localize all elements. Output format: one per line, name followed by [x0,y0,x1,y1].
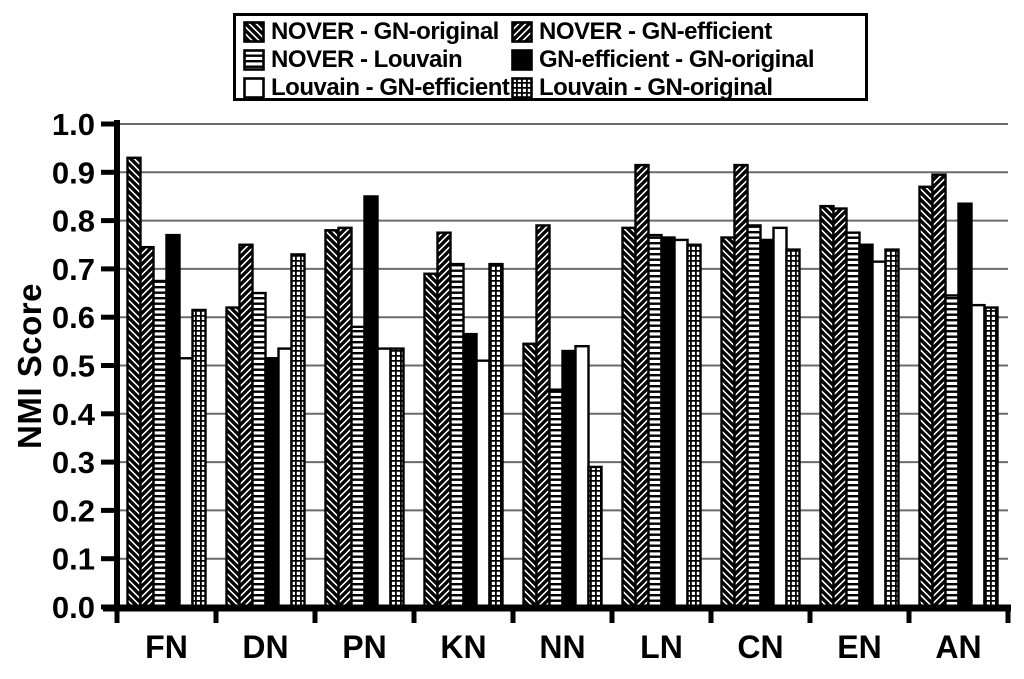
bar-FN-s4 [178,357,194,609]
bar-EN-s0 [819,204,835,609]
legend-item: NOVER - Louvain [243,46,511,74]
bar-PN-s4 [376,347,392,609]
y-tick-label: 0.1 [52,542,95,577]
bar-CN-s0 [720,236,736,609]
y-tick-label: 0.3 [52,445,95,480]
y-axis-title: NMI Score [11,283,48,449]
bar-PN-s0 [324,229,340,609]
bar-NN-s2 [548,388,564,609]
x-category-label: CN [737,629,783,665]
y-tick-label: 0.4 [52,397,96,432]
legend-label: Louvain - GN-efficient [271,74,510,101]
legend-item: NOVER - GN-original [243,18,511,46]
bar-AN-s5 [983,306,999,609]
x-category-label: KN [440,629,486,665]
bar-CN-s1 [733,163,749,609]
y-tick-label: 0.8 [52,204,95,239]
bar-NN-s3 [561,349,577,609]
bar-FN-s1 [139,245,155,609]
bar-CN-s2 [746,224,762,609]
bar-KN-s4 [475,359,491,609]
bar-LN-s0 [621,226,637,609]
legend-label: Louvain - GN-original [539,74,773,101]
legend-label: GN-efficient - GN-original [539,46,815,73]
bar-DN-s2 [251,291,267,609]
bar-FN-s2 [152,279,168,609]
bar-EN-s3 [858,243,874,609]
bar-LN-s3 [660,236,676,609]
bar-KN-s0 [423,272,439,609]
legend-swatch-slash-hatch [511,21,533,43]
bar-DN-s5 [290,253,306,609]
bar-DN-s1 [238,243,254,609]
bar-EN-s4 [871,260,887,609]
x-category-label: EN [837,629,881,665]
y-tick-label: 0.9 [52,155,95,190]
bar-NN-s0 [522,342,538,609]
x-category-label: PN [342,629,386,665]
y-tick-label: 0.0 [52,590,95,625]
legend-swatch-backslash-hatch [243,21,265,43]
y-tick-label: 0.5 [52,349,95,384]
bar-KN-s3 [462,332,478,609]
bar-LN-s2 [647,233,663,609]
bar-NN-s4 [574,344,590,609]
legend-item: NOVER - GN-efficient [511,18,861,46]
bar-LN-s4 [673,238,689,609]
bar-AN-s0 [918,185,934,609]
bar-DN-s4 [277,347,293,609]
bar-FN-s0 [126,156,142,609]
bar-DN-s0 [225,306,241,609]
bar-AN-s1 [931,173,947,609]
legend-label: NOVER - Louvain [271,46,463,73]
bar-FN-s5 [191,308,207,609]
legend-label: NOVER - GN-original [271,18,499,45]
bar-KN-s2 [449,262,465,609]
y-tick-label: 1.0 [52,107,95,142]
legend-item: GN-efficient - GN-original [511,46,861,74]
bar-LN-s1 [634,163,650,609]
legend-swatch-solid-black [511,49,533,71]
bar-EN-s2 [845,231,861,609]
bar-PN-s3 [363,195,379,609]
bar-CN-s4 [772,226,788,609]
x-category-label: LN [640,629,683,665]
legend-swatch-white [243,77,265,99]
bar-LN-s5 [686,243,702,609]
bar-AN-s3 [957,202,973,609]
legend-label: NOVER - GN-efficient [539,18,772,45]
bar-NN-s1 [535,224,551,609]
y-tick-label: 0.6 [52,300,95,335]
x-category-label: AN [935,629,981,665]
legend-item: Louvain - GN-original [511,74,861,102]
bar-KN-s5 [488,262,504,609]
legend-swatch-horizontal-lines [243,49,265,71]
legend-swatch-grid-check [511,77,533,99]
legend-item: Louvain - GN-efficient [243,74,511,102]
bar-EN-s5 [884,248,900,609]
x-category-label: NN [539,629,585,665]
bar-PN-s1 [337,226,353,609]
bar-CN-s5 [785,248,801,609]
x-category-label: FN [145,629,188,665]
bar-FN-s3 [165,233,181,609]
bar-AN-s4 [970,303,986,609]
bar-PN-s2 [350,325,366,609]
legend-box: NOVER - GN-original NOVER - GN-efficient N… [233,13,868,101]
bar-CN-s3 [759,238,775,609]
bar-PN-s5 [389,347,405,609]
x-category-label: DN [242,629,288,665]
y-tick-label: 0.2 [52,493,95,528]
bar-AN-s2 [944,294,960,609]
bar-DN-s3 [264,357,280,609]
bar-EN-s1 [832,207,848,609]
y-tick-label: 0.7 [52,252,95,287]
bar-NN-s5 [587,465,603,609]
bar-KN-s1 [436,231,452,609]
